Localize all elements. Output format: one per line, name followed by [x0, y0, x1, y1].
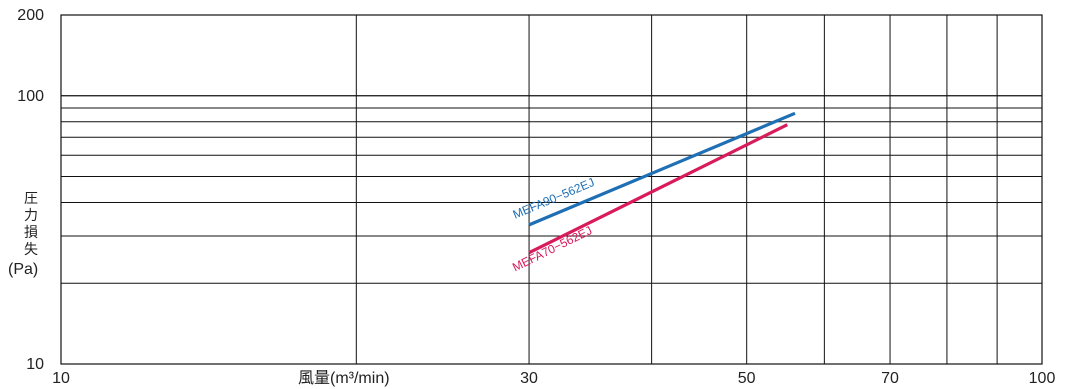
x-tick-labels: 10 30 50 70 100	[52, 370, 1055, 387]
y-axis-label-char: 圧	[24, 191, 38, 207]
y-tick-label: 200	[17, 7, 44, 24]
y-axis-label-char: 損	[24, 225, 38, 241]
plot-frame	[60, 14, 1043, 365]
x-tick-label: 100	[1029, 370, 1056, 387]
y-tick-labels: 10 100 200	[17, 7, 44, 373]
y-axis-label-char: 力	[24, 208, 38, 224]
x-tick-label: 30	[520, 370, 538, 387]
y-axis-unit: (Pa)	[8, 261, 38, 278]
series-line	[528, 111, 796, 227]
series-line	[528, 123, 789, 255]
x-tick-label: 50	[738, 370, 756, 387]
x-axis-label: 風量(m³/min)	[298, 370, 390, 387]
x-tick-label: 10	[52, 370, 70, 387]
y-tick-label: 100	[17, 88, 44, 105]
x-tick-label: 70	[881, 370, 899, 387]
grid-lines	[61, 15, 1042, 364]
y-axis-label-char: 失	[24, 242, 38, 258]
y-axis-label: 圧 力 損 失 (Pa)	[8, 191, 38, 278]
y-tick-label: 10	[26, 356, 44, 373]
series-label: MEFA70−562EJ	[510, 223, 594, 274]
